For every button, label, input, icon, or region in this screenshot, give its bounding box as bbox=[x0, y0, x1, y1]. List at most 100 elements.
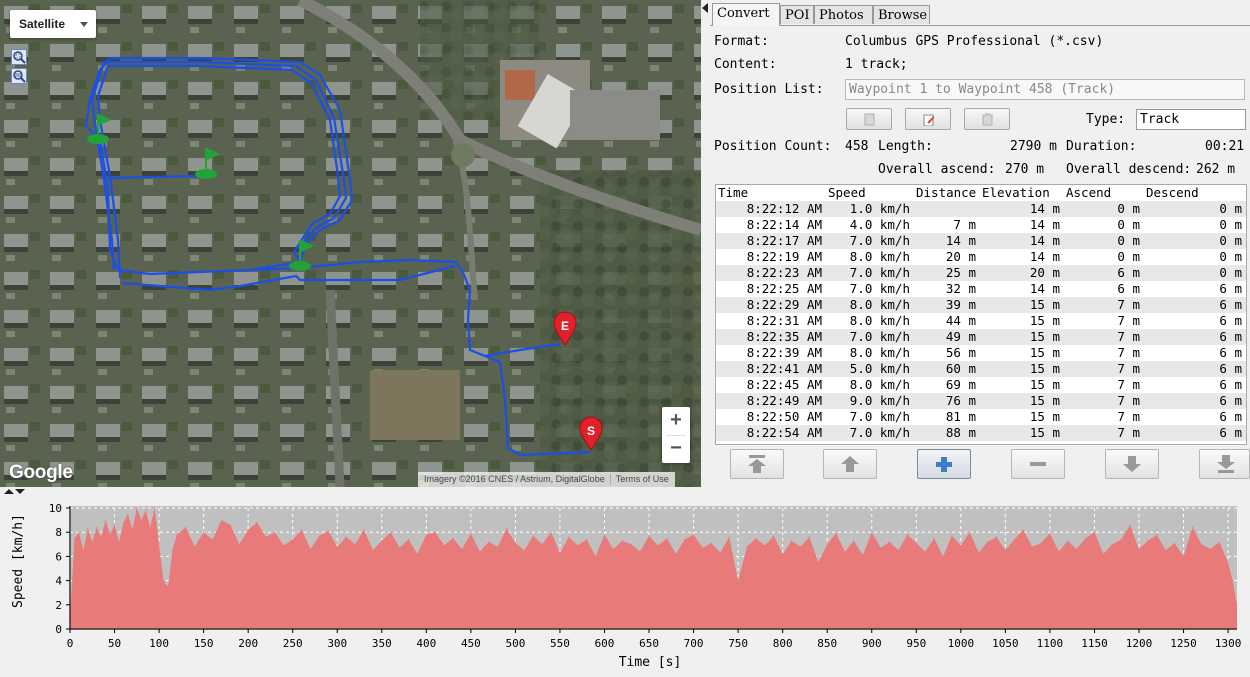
data-point bbox=[247, 529, 249, 531]
data-point bbox=[835, 532, 837, 534]
zoom-select-button[interactable] bbox=[11, 49, 27, 65]
table-cell-speed: 7.0 km/h bbox=[826, 329, 914, 345]
x-axis: 0 50 100 150 200 250 300 350 400 450 500 550 600 650 7… bbox=[67, 628, 1241, 650]
column-header-descend[interactable]: Descend bbox=[1144, 185, 1246, 201]
speed-chart[interactable]: 0 50 100 150 200 250 300 350 400 450 500 550 600 650 7… bbox=[0, 498, 1250, 677]
tab-photos[interactable]: Photos bbox=[814, 5, 873, 24]
data-point bbox=[1013, 538, 1015, 541]
data-point bbox=[372, 549, 374, 551]
edit-button[interactable] bbox=[905, 108, 951, 130]
imagery-credit: Imagery ©2016 CNES / Astrium, DigitalGlo… bbox=[424, 474, 605, 484]
position-count-value: 458 bbox=[845, 139, 869, 154]
move-down-button[interactable] bbox=[1105, 449, 1159, 479]
y-tick-label: 8 bbox=[55, 526, 62, 539]
tab-convert[interactable]: Convert bbox=[712, 3, 780, 26]
data-point bbox=[862, 554, 864, 556]
map-view[interactable]: E S Satellite + − Google Imagery ©2016 C… bbox=[0, 0, 701, 487]
x-tick-label: 100 bbox=[149, 637, 169, 650]
tab-poi[interactable]: POI bbox=[780, 5, 814, 24]
y-tick-label: 10 bbox=[49, 502, 62, 515]
chevron-down-icon bbox=[80, 22, 88, 27]
x-tick-label: 1250 bbox=[1170, 637, 1197, 650]
data-point bbox=[595, 555, 597, 557]
data-point bbox=[719, 552, 721, 554]
table-cell-time: 8:22:49 AM bbox=[716, 393, 826, 409]
table-cell-distance: 56 m bbox=[914, 345, 980, 361]
move-top-button[interactable] bbox=[730, 449, 784, 479]
data-point bbox=[113, 524, 116, 526]
zoom-out-button[interactable]: − bbox=[670, 437, 682, 459]
data-point bbox=[194, 546, 196, 548]
table-cell-elevation: 14 m bbox=[980, 201, 1064, 217]
data-point bbox=[924, 551, 926, 553]
zoom-fit-button[interactable] bbox=[11, 68, 27, 84]
zoom-in-button[interactable]: + bbox=[670, 409, 682, 431]
table-cell-ascend: 7 m bbox=[1064, 425, 1144, 441]
data-point bbox=[425, 534, 427, 536]
data-point bbox=[906, 534, 909, 536]
positions-table[interactable]: Time Speed Distance Elevation Ascend Des… bbox=[715, 184, 1247, 445]
collapse-up-icon[interactable] bbox=[4, 489, 14, 494]
move-bottom-button[interactable] bbox=[1199, 449, 1250, 479]
x-tick-label: 0 bbox=[67, 637, 74, 650]
tab-browse[interactable]: Browse bbox=[873, 5, 930, 24]
data-point bbox=[808, 536, 811, 538]
position-list-field[interactable]: Waypoint 1 to Waypoint 458 (Track) bbox=[845, 79, 1245, 100]
table-cell-ascend: 7 m bbox=[1064, 377, 1144, 393]
data-point bbox=[185, 526, 187, 528]
x-tick-label: 250 bbox=[283, 637, 303, 650]
column-header-elevation[interactable]: Elevation bbox=[980, 185, 1064, 201]
add-button[interactable] bbox=[917, 449, 971, 479]
data-point bbox=[256, 521, 258, 524]
data-point bbox=[1120, 538, 1122, 541]
data-point bbox=[987, 541, 989, 543]
format-label: Format: bbox=[714, 34, 769, 49]
column-header-distance[interactable]: Distance bbox=[914, 185, 980, 201]
map-type-select[interactable]: Satellite bbox=[10, 10, 96, 38]
start-marker bbox=[579, 416, 603, 451]
overall-descend-label: Overall descend: bbox=[1066, 162, 1192, 177]
data-point bbox=[203, 531, 205, 533]
map-type-value: Satellite bbox=[19, 17, 66, 31]
column-header-speed[interactable]: Speed bbox=[826, 185, 914, 201]
column-header-time[interactable]: Time bbox=[716, 185, 826, 201]
column-header-ascend[interactable]: Ascend bbox=[1064, 185, 1144, 201]
collapse-left-icon[interactable] bbox=[702, 3, 708, 13]
delete-button[interactable] bbox=[846, 108, 892, 130]
data-point bbox=[497, 546, 499, 548]
collapse-down-icon[interactable] bbox=[15, 489, 25, 494]
table-cell-ascend: 6 m bbox=[1064, 265, 1144, 281]
table-cell-descend: 6 m bbox=[1144, 377, 1246, 393]
type-select[interactable]: Track bbox=[1136, 109, 1246, 130]
move-up-button[interactable] bbox=[823, 449, 877, 479]
table-cell-time: 8:22:31 AM bbox=[716, 313, 826, 329]
horizontal-splitter[interactable] bbox=[0, 487, 1250, 498]
data-point bbox=[1093, 531, 1096, 533]
terms-link[interactable]: Terms of Use bbox=[615, 474, 669, 484]
table-cell-ascend: 0 m bbox=[1064, 233, 1144, 249]
x-tick-label: 700 bbox=[684, 637, 704, 650]
table-cell-speed: 7.0 km/h bbox=[826, 265, 914, 281]
clipboard-button[interactable] bbox=[964, 108, 1010, 130]
remove-icon bbox=[1030, 462, 1046, 466]
remove-button[interactable] bbox=[1011, 449, 1065, 479]
vertical-splitter[interactable] bbox=[701, 0, 710, 487]
table-cell-speed: 8.0 km/h bbox=[826, 297, 914, 313]
data-point bbox=[407, 538, 410, 541]
data-point bbox=[933, 537, 935, 539]
